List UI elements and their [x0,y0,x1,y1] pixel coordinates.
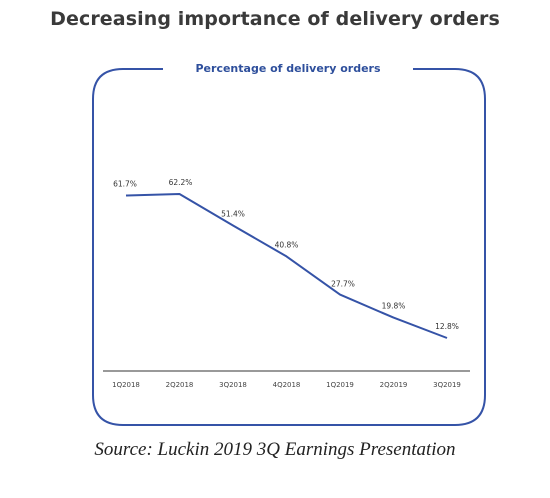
x-tick-label: 3Q2019 [433,381,461,389]
x-tick-label: 4Q2018 [273,381,301,389]
series-line [125,193,448,339]
x-tick-label: 1Q2018 [112,381,140,389]
x-tick-label: 2Q2019 [380,381,408,389]
x-tick-label: 3Q2018 [219,381,247,389]
data-label: 40.8% [275,240,299,249]
data-label: 61.7% [113,180,137,189]
x-axis-ticks: 1Q2018 2Q2018 3Q2018 4Q2018 1Q2019 2Q2019 3Q20… [112,381,461,389]
data-labels: 61.7% 62.2% 51.4% 40.8% 27.7% 19.8% 12.8% [113,178,459,331]
chart-frame [92,68,486,426]
source-caption: Source: Luckin 2019 3Q Earnings Presenta… [94,439,456,460]
data-label: 19.8% [382,302,406,311]
x-tick-label: 1Q2019 [326,381,354,389]
data-label: 62.2% [169,178,193,187]
chart-title: Percentage of delivery orders [196,62,381,75]
page-title: Decreasing importance of delivery orders [50,8,500,30]
data-label: 27.7% [331,280,355,289]
data-label: 12.8% [435,322,459,331]
x-tick-label: 2Q2018 [166,381,194,389]
data-label: 51.4% [221,210,245,219]
